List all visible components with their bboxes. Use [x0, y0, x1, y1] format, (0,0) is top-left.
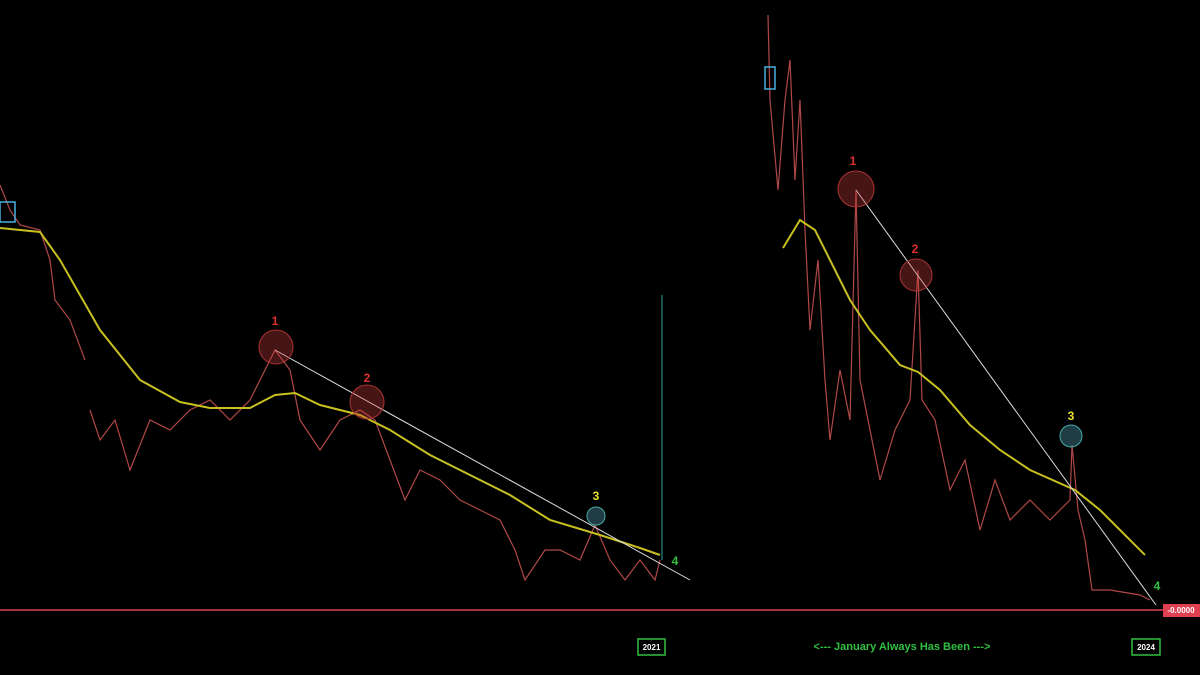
- marker-label: 1: [272, 314, 279, 328]
- marker-circle: [258, 329, 294, 365]
- marker-label: 1: [850, 154, 857, 168]
- price: [767, 14, 1151, 601]
- trend-line: [274, 349, 691, 581]
- marker-label: 2: [912, 242, 919, 256]
- box-marker: [0, 201, 16, 223]
- marker-label: 2: [364, 371, 371, 385]
- time-tag: [637, 638, 666, 656]
- marker-label: 4: [1154, 579, 1161, 593]
- time-label: 2021: [643, 643, 661, 652]
- caption: <--- January Always Has Been --->: [814, 641, 991, 653]
- marker-label: 4: [672, 554, 679, 568]
- marker-circle: [349, 384, 385, 420]
- price: [89, 348, 661, 582]
- time-tag: [1131, 638, 1161, 656]
- time-label: 2024: [1137, 643, 1155, 652]
- marker-circle: [1059, 424, 1083, 448]
- moving-average: [0, 227, 661, 556]
- marker-circle: [586, 506, 606, 526]
- price-tag: [1163, 604, 1200, 617]
- marker-label: 3: [593, 489, 600, 503]
- marker-circle: [837, 170, 875, 208]
- box-marker: [764, 66, 776, 90]
- moving-average: [782, 218, 1146, 556]
- trend-line: [855, 189, 1157, 606]
- price-label: -0.0000: [1167, 606, 1195, 615]
- price: [0, 184, 86, 361]
- marker-label: 3: [1068, 409, 1075, 423]
- marker-circle: [899, 258, 933, 292]
